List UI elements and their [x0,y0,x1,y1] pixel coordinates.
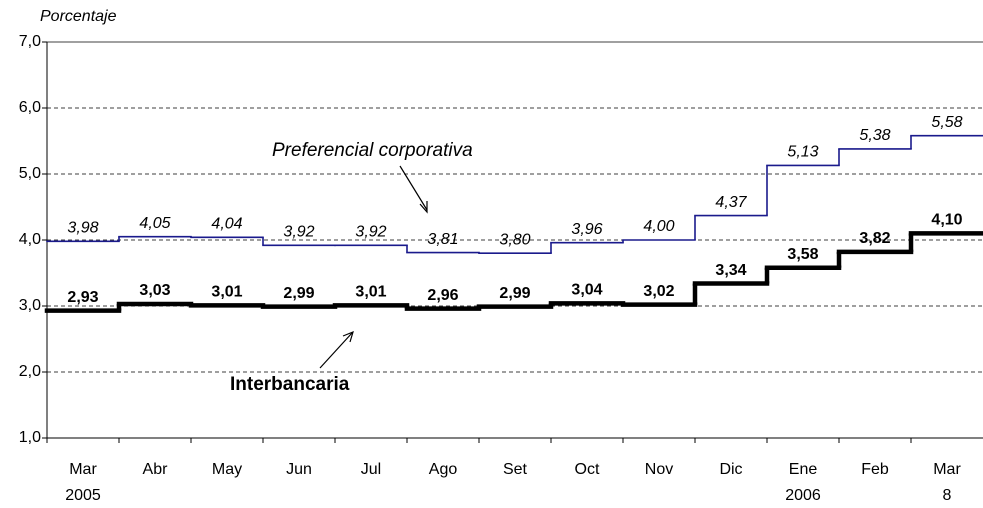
x-tick-label-line: 2005 [65,487,101,504]
x-tick-label: Ene 2006 [785,461,821,504]
y-tick-label: 3,0 [19,297,41,314]
data-label: 3,98 [67,220,98,237]
y-tick-label: 7,0 [19,33,41,50]
x-tick-label: May [212,461,242,478]
x-tick-label: Set [503,461,528,478]
series-annotation: Preferencial corporativa [272,140,473,161]
data-label: 2,99 [283,285,314,302]
data-label: 2,99 [499,285,530,302]
y-tick-label: 1,0 [19,429,41,446]
y-tick-label: 5,0 [19,165,41,182]
x-tick-label: Ago [429,461,458,478]
x-tick-label: Nov [645,461,673,478]
data-label: 2,96 [427,287,458,304]
x-tick-label: Dic [719,461,742,478]
data-label: 4,37 [715,194,747,211]
annotation-arrow [399,165,428,211]
y-axis-label: Porcentaje [40,8,117,25]
data-label: 4,10 [931,212,962,229]
x-tick-label: Jun [286,461,312,478]
data-label: 4,04 [211,216,242,233]
data-label: 3,80 [499,231,530,248]
y-tick-label: 2,0 [19,363,41,380]
series-annotation: Interbancaria [230,374,350,395]
data-label: 2,93 [67,289,98,306]
data-label: 3,01 [355,284,386,301]
x-tick-label: Mar 8 [933,461,961,504]
data-label: 3,82 [859,230,890,247]
x-tick-label-line: 8 [943,487,952,504]
x-tick-label-line: Mar [69,461,97,478]
data-label: 3,81 [427,231,458,248]
data-label: 3,04 [571,282,602,299]
annotation-arrow [319,332,353,369]
x-tick-label: Abr [143,461,169,478]
data-label: 3,58 [787,246,818,263]
data-label: 5,58 [931,114,962,131]
data-label: 4,05 [139,215,170,232]
y-tick-label: 4,0 [19,231,41,248]
annotation-arrowhead [342,330,354,343]
annotation-arrowhead [419,201,428,214]
x-tick-label-line: Ene [789,461,818,478]
data-label: 3,34 [715,262,746,279]
data-label: 3,92 [355,223,386,240]
y-tick-label: 6,0 [19,99,41,116]
data-label: 3,96 [571,221,602,238]
data-label: 4,00 [643,218,674,235]
data-label: 3,02 [643,283,674,300]
data-label: 3,03 [139,282,170,299]
data-label: 3,92 [283,223,314,240]
x-tick-label: Feb [861,461,889,478]
data-label: 5,13 [787,144,818,161]
x-tick-label-line: 2006 [785,487,821,504]
data-label: 5,38 [859,127,890,144]
x-tick-label: Jul [361,461,381,478]
x-tick-label: Mar 2005 [65,461,101,504]
data-label: 3,01 [211,284,242,301]
x-tick-label-line: Mar [933,461,961,478]
x-tick-label: Oct [575,461,600,478]
